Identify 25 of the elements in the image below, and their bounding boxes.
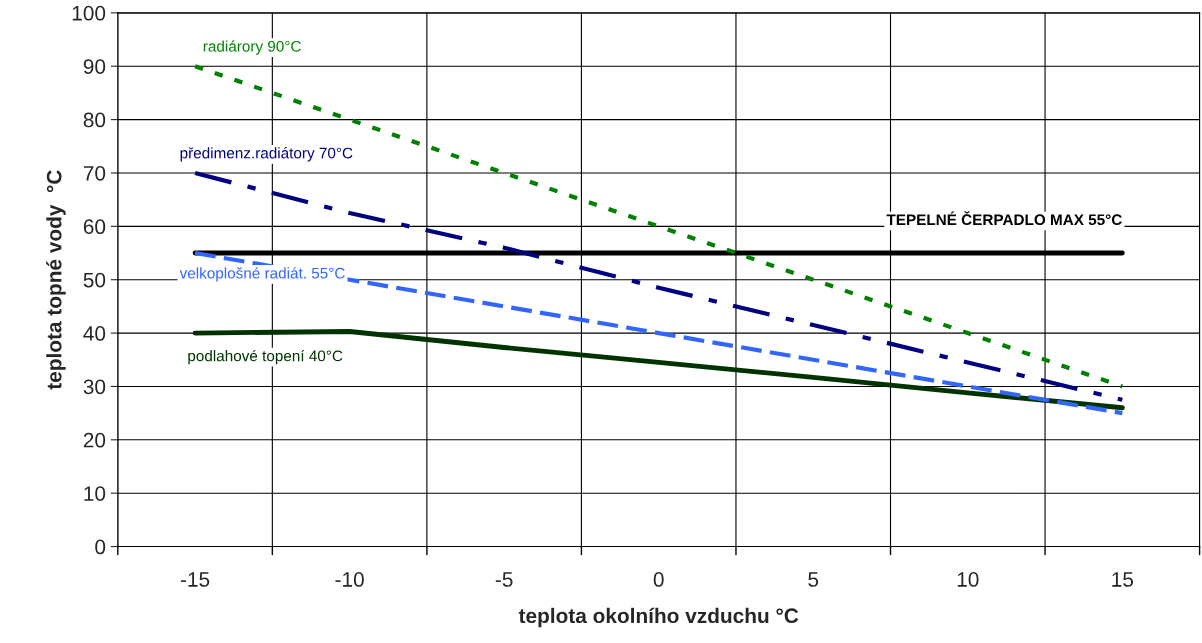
y-axis-title: teplota topné vody °C <box>46 170 66 390</box>
y-tick-label: 50 <box>83 272 106 288</box>
y-tick-label: 60 <box>83 219 106 235</box>
x-tick-label: 15 <box>1112 572 1134 587</box>
y-tick-label: 80 <box>83 112 106 128</box>
y-tick-label: 20 <box>83 432 106 448</box>
x-tick-label: 5 <box>808 572 819 587</box>
y-tick-label: 30 <box>83 379 106 395</box>
series-label: velkoplošné radiát. 55°C <box>179 267 345 282</box>
series-label: radiárory 90°C <box>203 40 301 55</box>
y-tick-label: 40 <box>83 326 106 341</box>
x-tick-label: -10 <box>335 572 364 587</box>
x-tick-label: -5 <box>495 572 513 587</box>
y-tick-label: 100 <box>72 5 106 21</box>
x-tick-label: 0 <box>653 572 664 587</box>
y-tick-label: 0 <box>95 539 106 555</box>
x-tick-label: 10 <box>957 572 979 587</box>
x-tick-label: -15 <box>180 572 210 587</box>
y-tick-label: 90 <box>83 59 106 74</box>
series-label: TEPELNÉ ČERPADLO MAX 55°C <box>886 211 1122 226</box>
series-label: podlahové topení 40°C <box>188 349 343 365</box>
x-axis-title: teplota okolního vzduchu °C <box>518 607 799 628</box>
series-label: předimenz.radiátory 70°C <box>180 147 353 162</box>
y-tick-label: 70 <box>83 165 106 181</box>
y-tick-label: 10 <box>84 486 106 501</box>
